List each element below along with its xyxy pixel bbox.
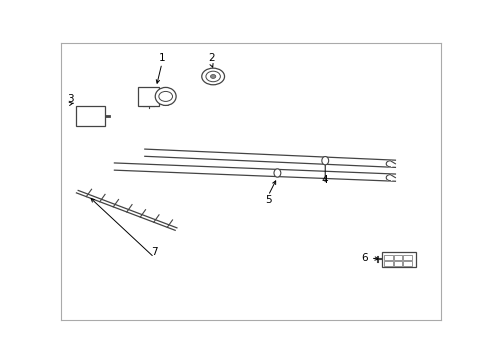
Polygon shape: [386, 161, 395, 167]
Text: 2: 2: [208, 53, 215, 63]
FancyBboxPatch shape: [76, 105, 105, 126]
Polygon shape: [386, 175, 395, 181]
FancyBboxPatch shape: [138, 87, 159, 107]
FancyBboxPatch shape: [403, 261, 412, 266]
Circle shape: [211, 75, 216, 78]
Text: 4: 4: [322, 175, 328, 185]
Ellipse shape: [322, 157, 329, 165]
Ellipse shape: [155, 87, 176, 105]
Circle shape: [202, 68, 224, 85]
Text: 5: 5: [265, 195, 271, 205]
Ellipse shape: [274, 169, 281, 177]
Circle shape: [159, 91, 172, 102]
FancyBboxPatch shape: [385, 261, 393, 266]
Text: 6: 6: [362, 253, 368, 263]
FancyBboxPatch shape: [385, 255, 393, 260]
FancyBboxPatch shape: [394, 261, 402, 266]
Circle shape: [206, 71, 220, 82]
Text: 1: 1: [159, 53, 165, 63]
FancyBboxPatch shape: [382, 252, 416, 267]
FancyBboxPatch shape: [394, 255, 402, 260]
Text: 7: 7: [151, 247, 158, 257]
FancyBboxPatch shape: [403, 255, 412, 260]
Text: 3: 3: [68, 94, 74, 104]
